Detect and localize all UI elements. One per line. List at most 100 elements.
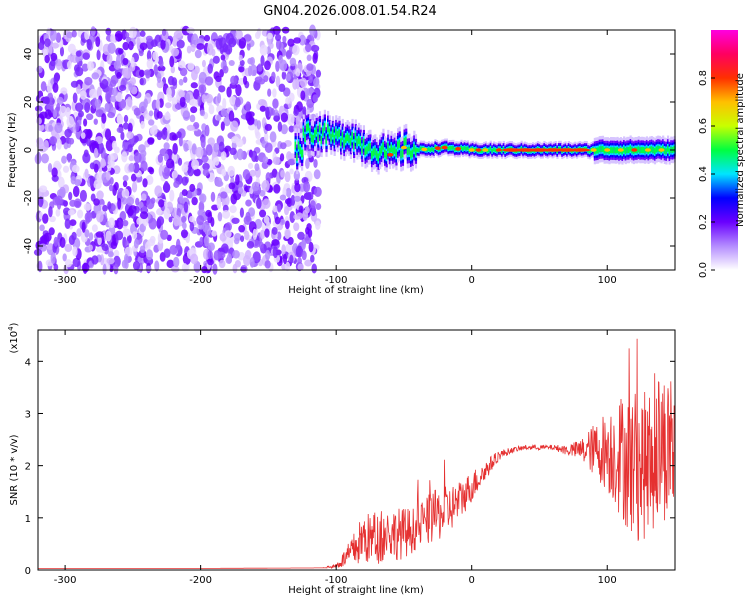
spectrogram-cell	[242, 75, 248, 86]
spectrogram-cell	[70, 175, 77, 185]
spectrogram-cell	[262, 156, 269, 164]
svg-text:(x104): (x104)	[7, 322, 20, 353]
spectrogram-cell	[34, 105, 43, 112]
spectrogram-cell	[297, 141, 300, 150]
spectrogram-cell	[53, 74, 59, 85]
chart-title: GN04.2026.008.01.54.R24	[263, 4, 437, 19]
spectrogram-cell	[173, 215, 181, 227]
spectrogram-cell	[189, 183, 196, 193]
spectrogram-cell	[217, 211, 223, 222]
spectrogram-cell	[106, 257, 115, 265]
spectrogram-cell	[309, 127, 312, 136]
spectrogram-cell	[300, 90, 306, 101]
spectrogram-cell	[338, 129, 341, 138]
spectrogram-cell	[169, 55, 175, 68]
spectrogram-cell	[230, 120, 239, 132]
spectrogram-cell	[191, 159, 200, 170]
spectrogram-cell	[44, 54, 50, 64]
spectrogram-cell	[117, 197, 122, 210]
spectrogram-cell	[65, 107, 71, 119]
spectrogram-cell	[468, 148, 475, 152]
spectrogram-cell	[154, 185, 163, 197]
spectrogram-cell	[418, 148, 421, 153]
spectrogram-cell	[165, 102, 172, 109]
spectrogram-cell	[639, 147, 642, 154]
spectrogram-cell	[274, 216, 281, 225]
spectrogram-cell	[249, 257, 255, 268]
spectrogram-cell	[140, 120, 145, 129]
spectrogram-cell	[313, 158, 318, 168]
spectrogram-cell	[278, 83, 286, 93]
spectrogram-cell	[275, 33, 282, 42]
spectrogram-cell	[93, 118, 98, 125]
spectrogram-cell	[279, 59, 288, 71]
spectrogram-cell	[91, 255, 99, 265]
spectrogram-cell	[598, 146, 601, 153]
spectrogram-cell	[297, 257, 302, 266]
spectrogram-cell	[82, 52, 90, 60]
snr-y-axis-label: SNR (10 * v/v)	[9, 434, 20, 505]
spectrogram-cell	[67, 209, 75, 216]
spectrogram-cell	[275, 38, 282, 50]
spectrogram-cell	[189, 222, 195, 232]
spectrogram-cell	[304, 259, 313, 267]
spectrogram-cell	[310, 134, 313, 143]
spectrogram-cell	[295, 245, 304, 258]
y-tick-label: 1	[25, 514, 31, 525]
spectrogram-cell	[282, 35, 287, 43]
spectrogram-cell	[289, 57, 297, 67]
spectrogram-y-axis-label: Frequency (Hz)	[7, 112, 18, 188]
spectrogram-cell	[247, 123, 256, 131]
spectrogram-cell	[126, 131, 134, 140]
spectrogram-cell	[452, 145, 455, 150]
spectrogram-cell	[494, 148, 497, 153]
x-tick-label: -300	[54, 575, 77, 586]
spectrogram-cell	[282, 253, 288, 265]
spectrogram-cell	[627, 147, 631, 154]
spectrogram-x-ticks: -300 -200 -100 0 100	[54, 30, 617, 286]
spectrogram-cell	[260, 55, 265, 67]
spectrogram-cell	[213, 250, 221, 261]
spectrogram-cell	[449, 146, 452, 150]
spectrogram-cell	[304, 206, 310, 214]
spectrogram-cell	[276, 231, 282, 241]
spectrogram-cell	[117, 48, 124, 55]
spectrogram-cell	[288, 92, 295, 102]
spectrogram-cell	[280, 170, 286, 178]
spectrogram-cell	[432, 148, 435, 152]
spectrogram-cell	[245, 101, 251, 113]
spectrogram-cell	[193, 168, 201, 177]
spectrogram-cell	[102, 204, 108, 212]
spectrogram-cell	[133, 107, 141, 116]
spectrogram-cell	[256, 120, 262, 130]
spectrogram-cell	[203, 235, 210, 247]
spectrogram-cell	[218, 85, 226, 93]
spectrogram-cell	[313, 169, 321, 180]
snr-frame	[37, 329, 676, 571]
spectrogram-cell	[285, 187, 292, 198]
spectrogram-cell	[224, 145, 232, 152]
spectrogram-cell	[183, 76, 188, 83]
spectrogram-cell	[129, 26, 137, 39]
spectrogram-cell	[101, 113, 107, 124]
spectrogram-cell	[178, 60, 186, 69]
spectrogram-cell	[216, 197, 222, 210]
spectrogram-cell	[588, 149, 592, 154]
spectrogram-cell	[305, 43, 312, 53]
spectrogram-cell	[107, 42, 116, 54]
spectrogram-cell	[590, 148, 597, 152]
spectrogram-cell	[244, 230, 250, 241]
spectrogram-cell	[238, 37, 247, 49]
spectrogram-cell	[411, 149, 414, 158]
x-tick-label: -200	[189, 575, 212, 586]
spectrogram-cell	[84, 102, 91, 113]
spectrogram-cell	[263, 132, 269, 142]
spectrogram-cell	[229, 205, 237, 214]
spectrogram-cell	[72, 185, 80, 198]
spectrogram-cell	[171, 170, 178, 179]
spectrogram-cell	[179, 67, 188, 77]
y-tick-label: 0	[25, 566, 31, 577]
spectrogram-cell	[380, 145, 383, 154]
spectrogram-cell	[388, 147, 392, 156]
spectrogram-cell	[328, 128, 331, 137]
